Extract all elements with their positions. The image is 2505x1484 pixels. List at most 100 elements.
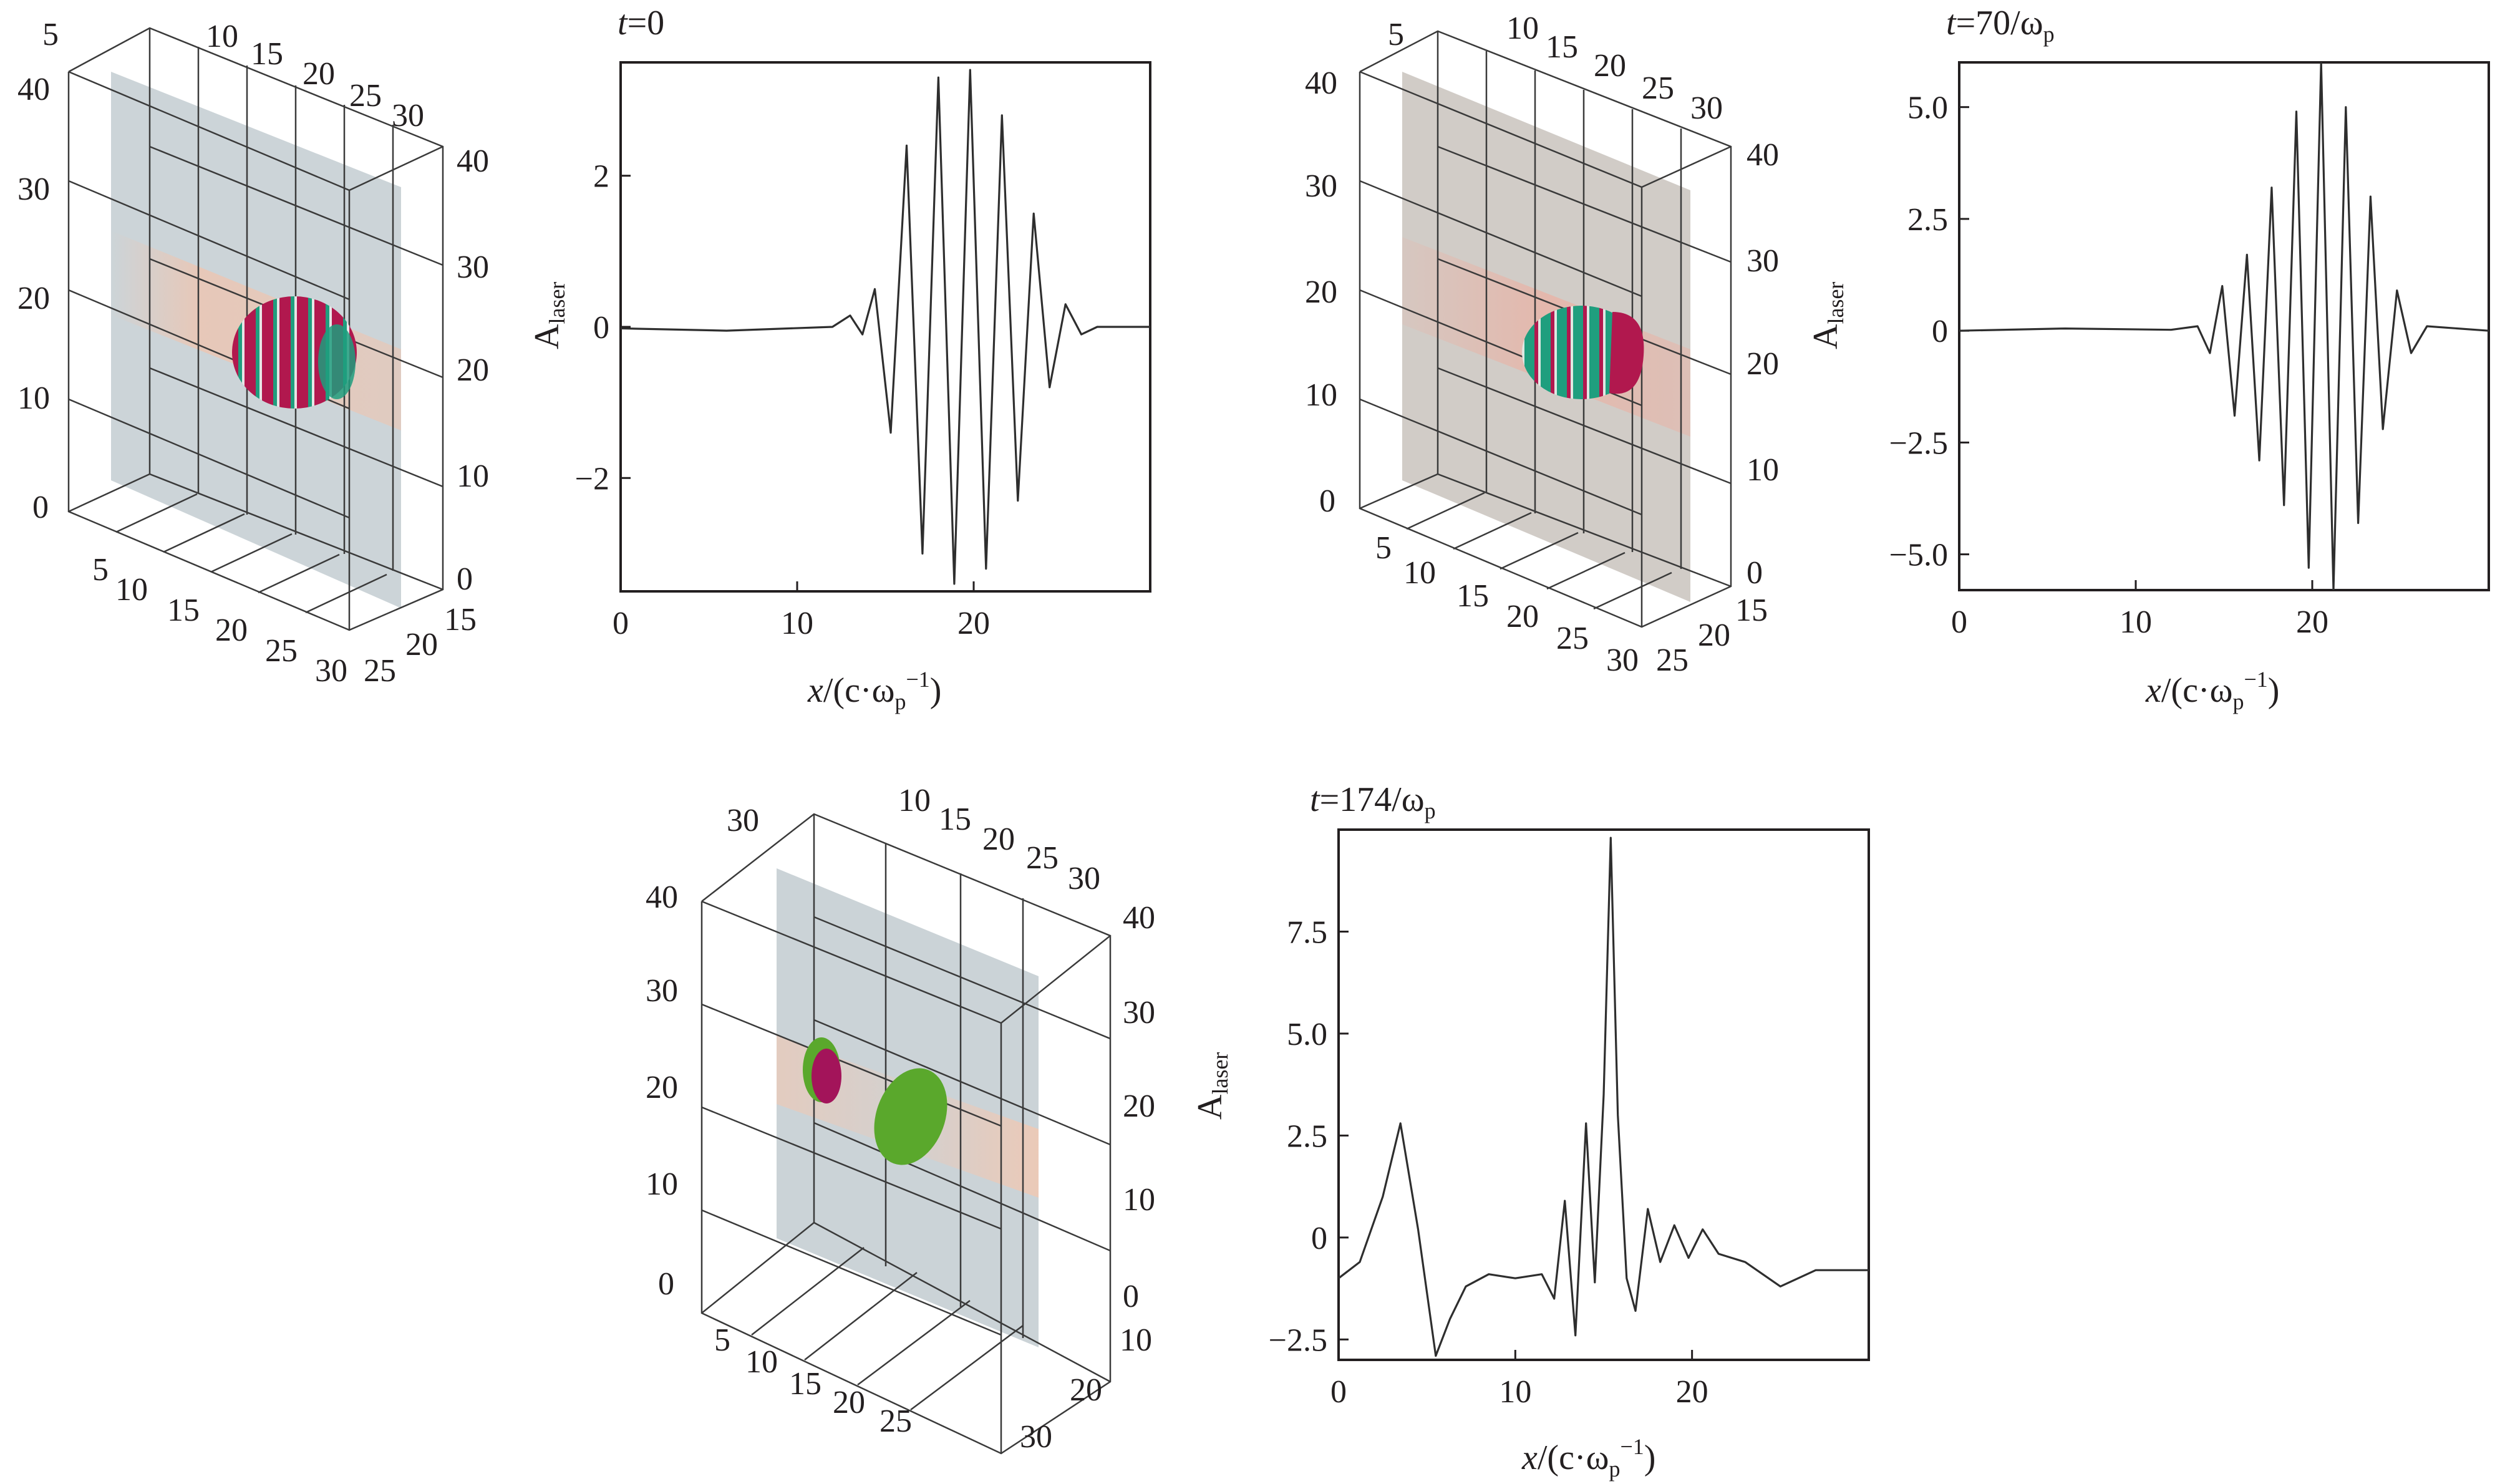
- bottom-tick: 25: [265, 633, 298, 669]
- bottom-tick: 20: [833, 1385, 865, 1420]
- y-tick-label: 7.5: [1287, 914, 1327, 950]
- depth-tick: 25: [364, 653, 396, 689]
- top-tick: 15: [939, 802, 971, 837]
- cube-panel-3: 30 10 15 20 25 30 0 10 20 30 40 0 10 20 …: [646, 783, 1155, 1455]
- left-tick: 10: [17, 381, 50, 416]
- lineout-chart-1: t=0 −2 0 2 0 10 20 Alaser x/(c·ωp−1): [528, 4, 1151, 714]
- bottom-tick: 20: [215, 613, 248, 648]
- y-tick-label: −2: [575, 461, 609, 497]
- left-tick: 10: [646, 1166, 678, 1202]
- right-tick: 40: [457, 143, 489, 179]
- x-tick-label: 20: [957, 606, 990, 641]
- bottom-tick: 15: [167, 593, 200, 628]
- top-tick: 30: [392, 98, 424, 133]
- plasma-bubble: [232, 296, 357, 409]
- y-tick-label: −2.5: [1889, 425, 1948, 461]
- left-tick: 10: [1305, 377, 1337, 413]
- chart-title: t=70/ωp: [1946, 4, 2055, 47]
- cube-panel-2: 5 10 15 20 25 30 0 10 20 30 40 0 10 20 3…: [1305, 11, 1779, 678]
- top-tick: 30: [1690, 90, 1723, 126]
- x-tick-label: 0: [613, 606, 629, 641]
- plot-frame: [1958, 61, 2490, 591]
- depth-tick: 20: [1698, 618, 1730, 653]
- plasma-bubbles: [803, 1037, 947, 1165]
- left-tick: 20: [646, 1070, 678, 1105]
- left-tick: 0: [1319, 483, 1335, 519]
- x-tick-label: 10: [1499, 1374, 1531, 1410]
- left-tick: 0: [32, 490, 49, 525]
- bottom-tick: 10: [1403, 555, 1436, 591]
- x-axis-label: x/(c·ωp−1): [1521, 1434, 1655, 1482]
- right-tick: 30: [1123, 995, 1155, 1031]
- top-tick: 30: [727, 803, 759, 838]
- x-axis-label: x/(c·ωp−1): [807, 667, 941, 714]
- depth-tick: 25: [1656, 643, 1689, 678]
- y-ticks: −2.5 0 2.5 5.0 7.5: [1269, 914, 1349, 1358]
- top-tick: 25: [1026, 840, 1059, 876]
- y-tick-label: 5.0: [1287, 1017, 1327, 1052]
- top-tick: 25: [1642, 70, 1674, 106]
- left-tick: 0: [658, 1266, 674, 1302]
- left-tick: 30: [17, 172, 50, 207]
- plot-frame: [619, 61, 1151, 593]
- x-ticks: 0 10 20: [1330, 1350, 1708, 1410]
- chart-title: t=0: [618, 4, 664, 42]
- left-tick: 20: [1305, 274, 1337, 310]
- depth-tick: 30: [1020, 1419, 1052, 1455]
- x-tick-label: 10: [781, 606, 813, 641]
- top-tick: 5: [1388, 17, 1404, 52]
- y-tick-label: 5.0: [1907, 90, 1948, 126]
- x-tick-label: 0: [1951, 604, 1967, 640]
- bottom-tick: 15: [1456, 578, 1489, 614]
- bottom-tick: 30: [315, 653, 347, 689]
- bottom-tick: 5: [1375, 530, 1392, 566]
- left-tick: 30: [1305, 168, 1337, 204]
- x-tick-label: 10: [2120, 604, 2152, 640]
- y-tick-label: −2.5: [1269, 1322, 1327, 1358]
- left-tick: 40: [17, 72, 50, 107]
- right-tick: 10: [1123, 1182, 1155, 1218]
- left-tick: 40: [646, 880, 678, 915]
- right-tick: 0: [1747, 555, 1763, 591]
- bottom-tick: 15: [789, 1366, 821, 1402]
- x-tick-label: 0: [1330, 1374, 1347, 1410]
- y-tick-label: 2.5: [1907, 202, 1948, 238]
- top-tick: 5: [42, 17, 59, 52]
- lineout-chart-3: t=174/ωp −2.50 2.5 5.0 7.5 0 10 20 Alaser x/(…: [1191, 780, 1870, 1482]
- depth-tick: 20: [1070, 1372, 1102, 1408]
- plasma-bubble: [1522, 306, 1644, 399]
- top-tick: 10: [206, 19, 238, 54]
- bottom-tick: 5: [714, 1322, 730, 1358]
- right-tick: 20: [1123, 1089, 1155, 1124]
- right-tick: 10: [457, 458, 489, 494]
- y-axis-label: Alaser: [1806, 282, 1848, 349]
- depth-tick: 15: [1735, 593, 1768, 628]
- depth-tick: 15: [444, 602, 477, 638]
- top-tick: 25: [349, 78, 382, 114]
- bottom-tick: 10: [115, 572, 148, 608]
- x-tick-label: 20: [1676, 1374, 1708, 1410]
- y-axis-label: Alaser: [1191, 1052, 1233, 1120]
- right-tick: 0: [457, 561, 473, 597]
- cube-wireframe: [1359, 30, 1732, 628]
- top-tick: 10: [898, 783, 931, 818]
- bottom-tick: 5: [92, 552, 109, 588]
- y-axis-label: Alaser: [528, 282, 569, 349]
- depth-tick: 20: [405, 627, 438, 662]
- y-tick-label: 2: [593, 159, 609, 195]
- left-tick: 20: [17, 281, 50, 316]
- right-tick: 20: [1747, 346, 1779, 382]
- x-ticks: 0 10 20: [613, 581, 990, 641]
- y-tick-label: 0: [593, 310, 609, 346]
- x-axis-label: x/(c·ωp−1): [2145, 667, 2279, 714]
- chart-title: t=174/ωp: [1310, 780, 1436, 823]
- right-tick: 30: [457, 250, 489, 285]
- top-tick: 15: [1546, 29, 1578, 65]
- top-tick: 20: [1594, 48, 1626, 84]
- y-tick-label: 2.5: [1287, 1118, 1327, 1154]
- x-tick-label: 20: [2296, 604, 2328, 640]
- right-tick: 10: [1747, 452, 1779, 488]
- bottom-tick: 25: [879, 1404, 912, 1439]
- y-ticks: −2 0 2: [575, 159, 631, 497]
- right-tick: 30: [1747, 243, 1779, 279]
